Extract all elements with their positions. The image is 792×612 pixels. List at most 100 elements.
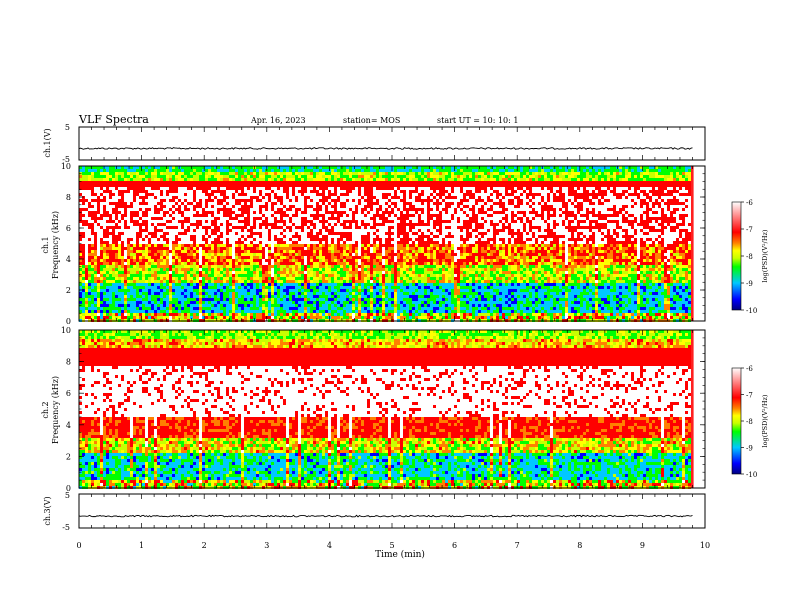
spectrogram-cell	[319, 175, 322, 178]
spectrogram-cell	[322, 178, 325, 181]
spectrogram-cell	[244, 181, 247, 184]
spectrogram-cell	[223, 184, 226, 187]
spectrogram-cell	[97, 232, 100, 235]
spectrogram-cell	[340, 250, 343, 253]
spectrogram-cell	[331, 166, 334, 169]
spectrogram-cell	[217, 262, 220, 265]
spectrogram-cell	[175, 244, 178, 247]
spectrogram-cell	[157, 196, 160, 199]
spectrogram-cell	[322, 274, 325, 277]
spectrogram-cell	[322, 238, 325, 241]
spectrogram-cell	[187, 235, 190, 238]
spectrogram-cell	[127, 298, 130, 301]
spectrogram-cell	[295, 217, 298, 220]
spectrogram-cell	[115, 196, 118, 199]
spectrogram-cell	[304, 169, 307, 172]
spectrogram-cell	[289, 274, 292, 277]
spectrogram-cell	[241, 277, 244, 280]
spectrogram-cell	[295, 199, 298, 202]
spectrogram-cell	[250, 265, 253, 268]
spectrogram-cell	[337, 280, 340, 283]
spectrogram-cell	[148, 223, 151, 226]
spectrogram-cell	[151, 172, 154, 175]
spectrogram-cell	[175, 259, 178, 262]
spectrogram-cell	[178, 262, 181, 265]
spectrogram-cell	[244, 187, 247, 190]
spectrogram-cell	[142, 226, 145, 229]
spectrogram-cell	[289, 256, 292, 259]
spectrogram-cell	[211, 232, 214, 235]
spectrogram-cell	[295, 298, 298, 301]
spectrogram-cell	[136, 280, 139, 283]
spectrogram-cell	[196, 262, 199, 265]
spectrogram-cell	[259, 298, 262, 301]
spectrogram-cell	[337, 247, 340, 250]
spectrogram-cell	[163, 232, 166, 235]
spectrogram-cell	[154, 253, 157, 256]
spectrogram-cell	[304, 295, 307, 298]
spectrogram-cell	[214, 244, 217, 247]
spectrogram-cell	[247, 271, 250, 274]
spectrogram-cell	[208, 268, 211, 271]
spectrogram-cell	[253, 247, 256, 250]
spectrogram-cell	[346, 169, 349, 172]
spectrogram-cell	[82, 253, 85, 256]
spectrogram-cell	[238, 259, 241, 262]
spectrogram-cell	[307, 256, 310, 259]
spectrogram-cell	[316, 202, 319, 205]
spectrogram-cell	[163, 235, 166, 238]
spectrogram-cell	[112, 304, 115, 307]
spectrogram-cell	[349, 184, 352, 187]
spectrogram-cell	[163, 301, 166, 304]
spectrogram-cell	[223, 199, 226, 202]
spectrogram-cell	[184, 235, 187, 238]
spectrogram-cell	[295, 178, 298, 181]
spectrogram-cell	[301, 169, 304, 172]
spectrogram-cell	[241, 202, 244, 205]
spectrogram-cell	[214, 184, 217, 187]
spectrogram-cell	[211, 316, 214, 319]
spectrogram-cell	[358, 253, 361, 256]
spectrogram-cell	[106, 301, 109, 304]
spectrogram-cell	[295, 280, 298, 283]
spectrogram-cell	[172, 193, 175, 196]
spectrogram-cell	[211, 247, 214, 250]
spectrogram-cell	[202, 214, 205, 217]
spectrogram-cell	[169, 187, 172, 190]
spectrogram-cell	[184, 232, 187, 235]
spectrogram-cell	[160, 268, 163, 271]
spectrogram-cell	[166, 256, 169, 259]
spectrogram-cell	[289, 238, 292, 241]
spectrogram-cell	[352, 268, 355, 271]
spectrogram-cell	[97, 316, 100, 319]
spectrogram-cell	[142, 205, 145, 208]
spectrogram-cell	[88, 211, 91, 214]
spectrogram-cell	[274, 226, 277, 229]
spectrogram-cell	[331, 199, 334, 202]
spectrogram-cell	[271, 247, 274, 250]
spectrogram-cell	[283, 244, 286, 247]
spectrogram-cell	[130, 304, 133, 307]
spectrogram-cell	[154, 283, 157, 286]
spectrogram-cell	[328, 265, 331, 268]
spectrogram-cell	[244, 235, 247, 238]
spectrogram-cell	[121, 271, 124, 274]
spectrogram-cell	[169, 244, 172, 247]
spectrogram-cell	[163, 187, 166, 190]
spectrogram-cell	[241, 241, 244, 244]
spectrogram-cell	[136, 208, 139, 211]
spectrogram-cell	[124, 253, 127, 256]
spectrogram-cell	[145, 268, 148, 271]
spectrogram-cell	[127, 259, 130, 262]
spectrogram-cell	[238, 292, 241, 295]
spectrogram-cell	[355, 310, 358, 313]
spectrogram-cell	[289, 235, 292, 238]
spectrogram-cell	[97, 211, 100, 214]
spectrogram-cell	[151, 289, 154, 292]
spectrogram-cell	[118, 316, 121, 319]
spectrogram-cell	[322, 259, 325, 262]
spectrogram-cell	[136, 271, 139, 274]
spectrogram-cell	[325, 265, 328, 268]
spectrogram-cell	[157, 181, 160, 184]
spectrogram-cell	[253, 169, 256, 172]
